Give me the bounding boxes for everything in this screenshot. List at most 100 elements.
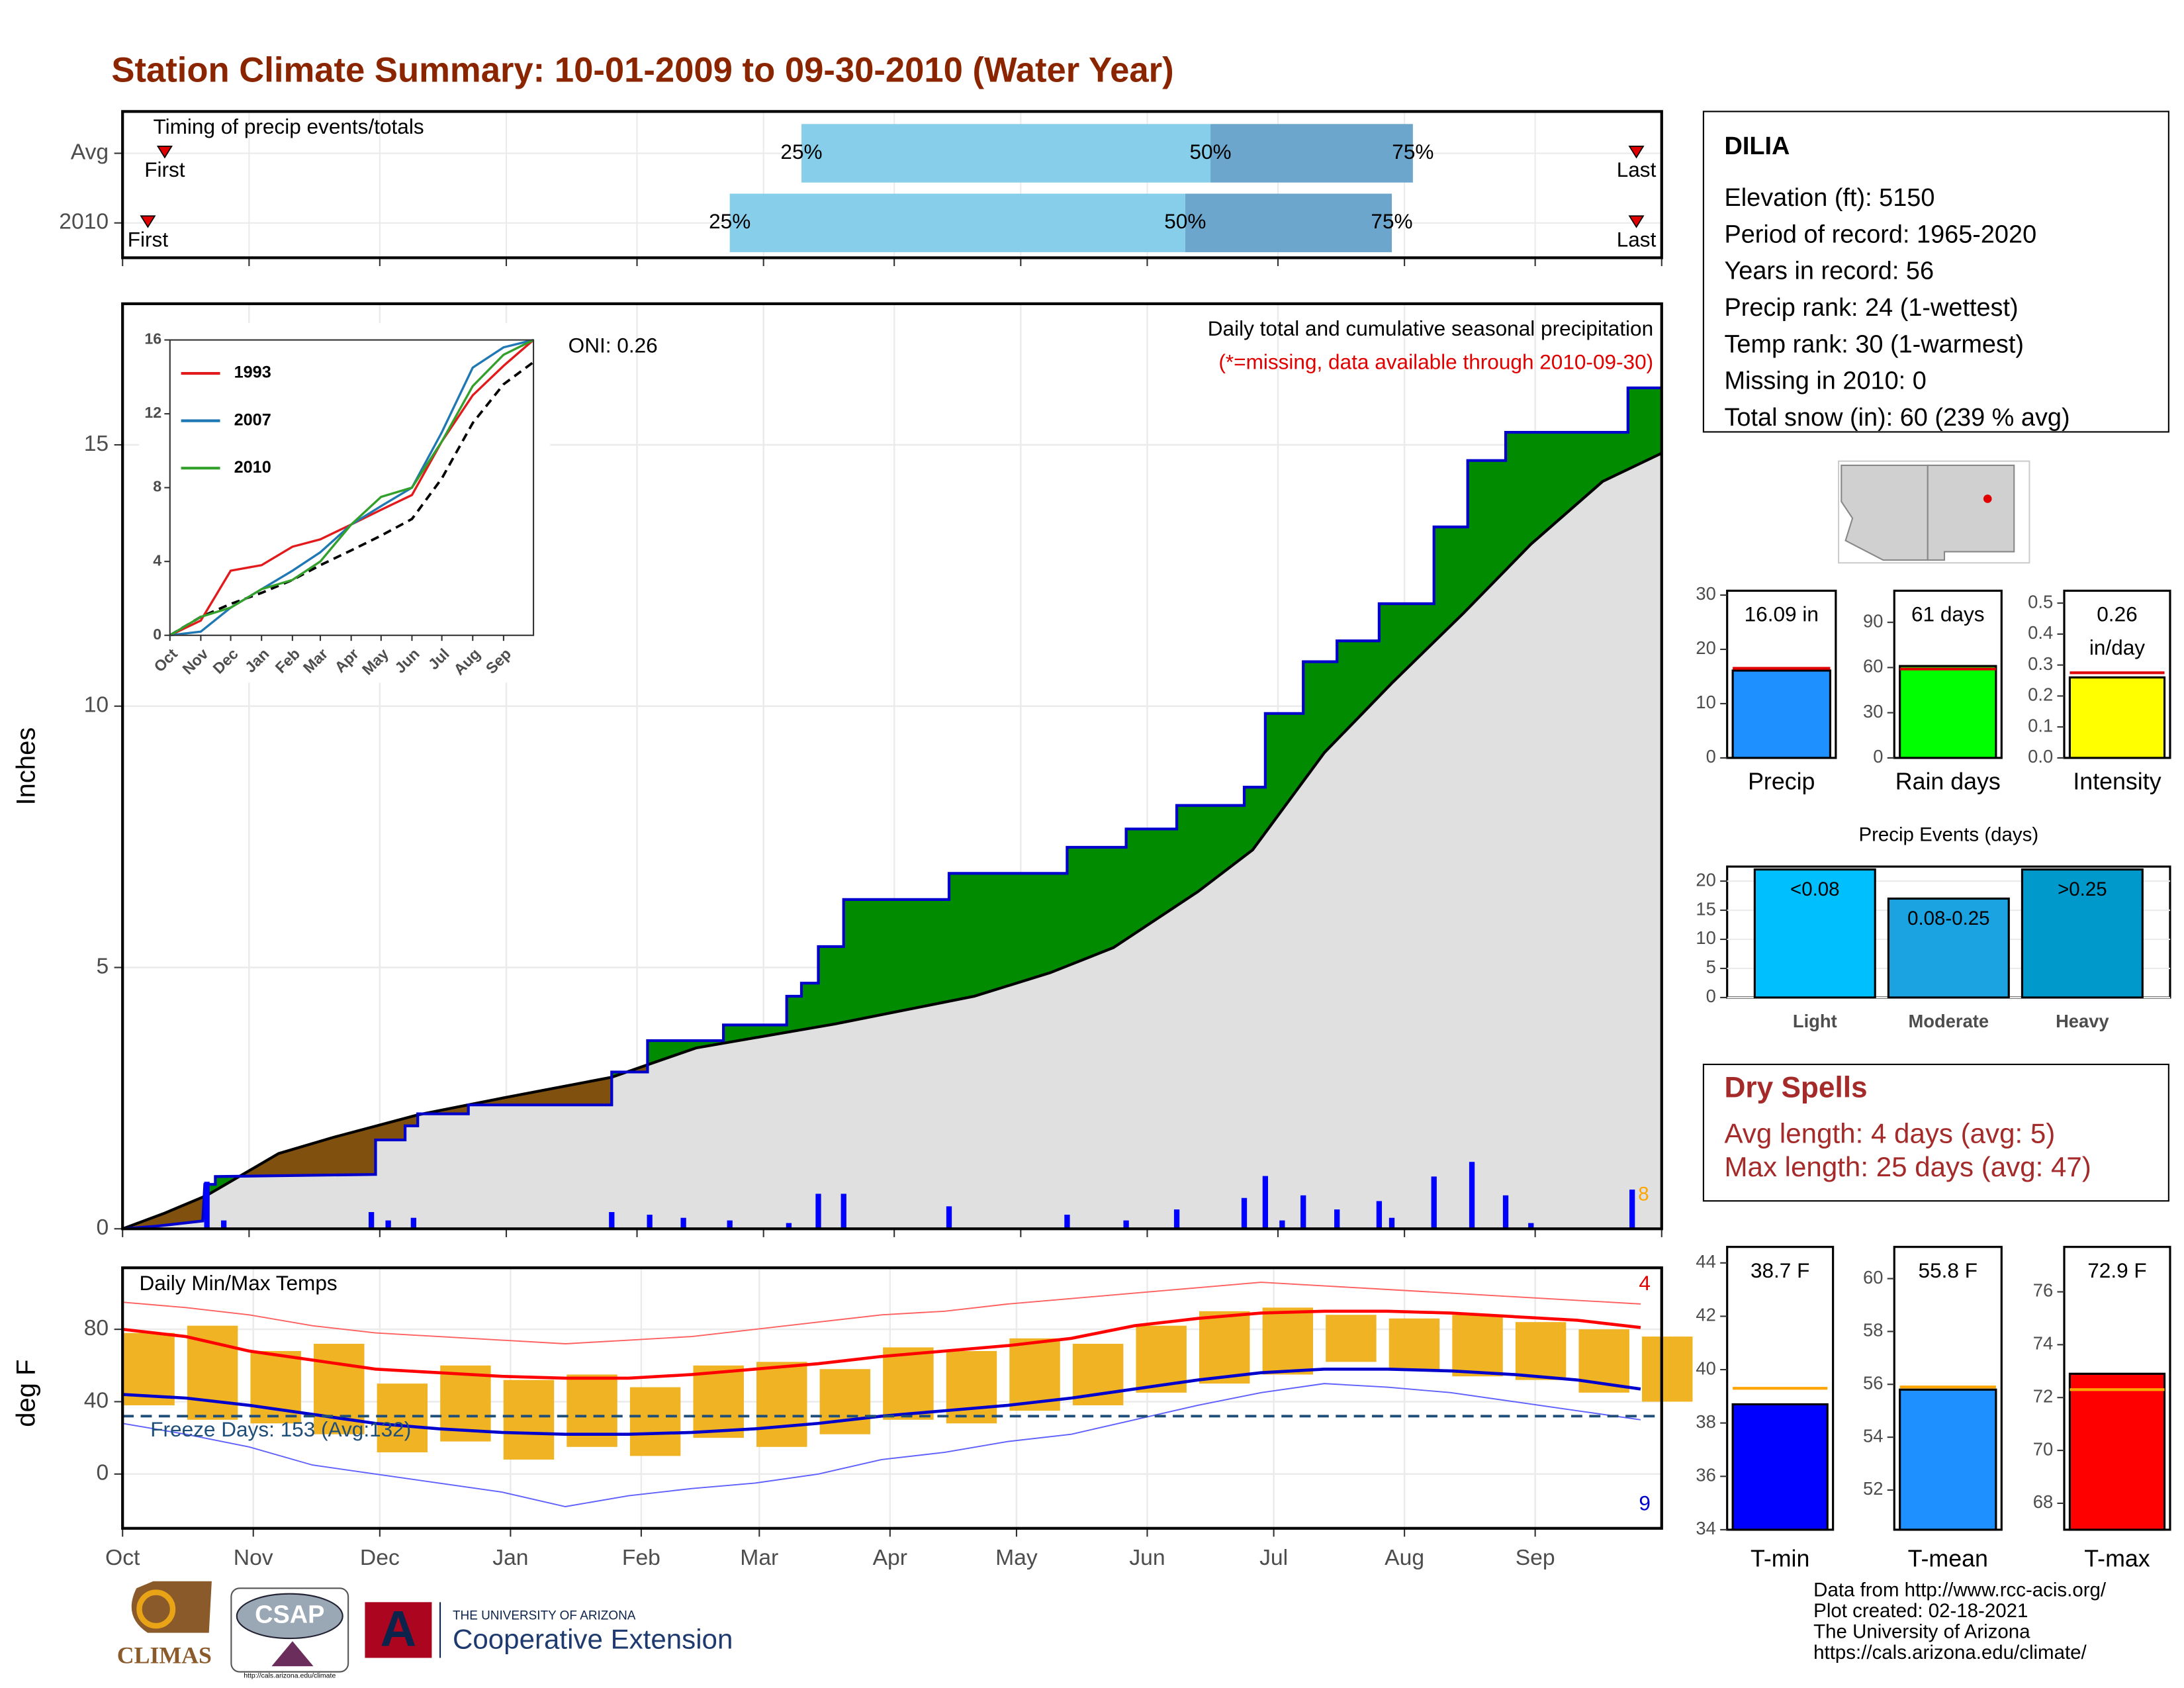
range-label: <0.08 <box>1790 878 1840 900</box>
y-tick-label: 5 <box>1706 957 1716 977</box>
daily-bar <box>1388 1217 1395 1229</box>
value-label: 72.9 F <box>2087 1258 2146 1282</box>
y-tick-label: 74 <box>2033 1333 2053 1354</box>
record-max-line <box>122 1282 1641 1344</box>
daily-range-bar <box>503 1380 555 1460</box>
y-tick-label: 0.3 <box>2028 653 2053 674</box>
climas-text: CLIMAS <box>117 1642 212 1669</box>
daily-bar <box>1376 1201 1383 1229</box>
daily-range-bar <box>1199 1311 1250 1384</box>
station-line: Precip rank: 24 (1-wettest) <box>1724 294 2018 322</box>
early-bar <box>801 124 1211 183</box>
daily-bar <box>1502 1195 1509 1229</box>
daily-range-bar <box>567 1374 617 1447</box>
panel-title: Precip Events (days) <box>1858 824 2038 846</box>
y-tick-label: 54 <box>1863 1425 1883 1446</box>
page-title: Station Climate Summary: 10-01-2009 to 0… <box>111 50 1173 89</box>
last-marker <box>1628 215 1645 228</box>
csap-mountain <box>271 1641 314 1667</box>
y-tick-label: 52 <box>1863 1478 1883 1499</box>
y-tick-label: 4 <box>153 551 161 569</box>
y-tick-label: 0.0 <box>2028 746 2053 767</box>
y-tick-label: 56 <box>1863 1372 1883 1393</box>
y-tick-label: 8 <box>153 478 161 495</box>
dry-spell-box <box>1702 1063 2169 1202</box>
credit-line: https://cals.arizona.edu/climate/ <box>1813 1642 2087 1664</box>
daily-bar <box>946 1206 952 1229</box>
y-tick-label: 10 <box>1696 692 1715 712</box>
record-min-line <box>122 1383 1641 1507</box>
bar <box>1899 665 1997 759</box>
category-label: T-max <box>2084 1546 2150 1572</box>
first-label: First <box>128 227 169 251</box>
category-label: Precip <box>1748 768 1815 794</box>
daily-bar <box>841 1194 846 1229</box>
y-tick-label: 60 <box>1863 1267 1883 1288</box>
category-label: Heavy <box>2056 1011 2109 1031</box>
station-line: Temp rank: 30 (1-warmest) <box>1724 330 2024 358</box>
y-tick-label: 36 <box>1696 1464 1715 1485</box>
daily-range-bar <box>1388 1318 1440 1370</box>
value-label: 61 days <box>1911 602 1985 626</box>
p75-label: 75% <box>1371 209 1412 233</box>
daily-bar <box>727 1220 733 1229</box>
csap-text: CSAP <box>255 1601 324 1628</box>
x-tick-label: Jul <box>1259 1546 1288 1570</box>
station-dot <box>1983 494 1992 503</box>
daily-range-bar <box>1642 1336 1693 1402</box>
bar <box>2068 676 2166 759</box>
daily-bar <box>1528 1223 1534 1229</box>
range-label: 0.08-0.25 <box>1907 908 1989 929</box>
y-tick-label: 10 <box>84 693 109 718</box>
y-tick-label: 40 <box>84 1388 109 1413</box>
csap-url: http://cals.arizona.edu/climate <box>244 1672 336 1680</box>
daily-bar <box>1431 1176 1437 1229</box>
y-axis-title: deg F <box>12 1360 41 1427</box>
last-marker <box>1628 146 1645 159</box>
value-label: 38.7 F <box>1751 1258 1809 1282</box>
daily-bar <box>204 1182 210 1229</box>
value-label: 0.26 in/day <box>2089 602 2145 660</box>
daily-bar <box>680 1217 686 1229</box>
y-tick-label: 42 <box>1696 1305 1715 1325</box>
station-name: DILIA <box>1724 132 1790 160</box>
y-tick-label: 0.1 <box>2028 715 2053 735</box>
daily-range-bar <box>1452 1315 1503 1377</box>
credit-line: Data from http://www.rcc-acis.org/ <box>1813 1579 2107 1601</box>
daily-bar <box>786 1223 792 1229</box>
ua-logo <box>365 1602 432 1658</box>
x-tick-label: Sep <box>1516 1546 1555 1570</box>
y-tick-label: 10 <box>1696 927 1715 948</box>
y-tick-label: 60 <box>1863 656 1883 677</box>
y-tick-label: 38 <box>1696 1411 1715 1432</box>
y-tick-label: 44 <box>1696 1251 1715 1272</box>
x-tick-label: Mar <box>740 1546 778 1570</box>
station-box <box>1702 111 2169 433</box>
y-tick-label: 0.2 <box>2028 684 2053 705</box>
daily-range-bar <box>1515 1322 1567 1380</box>
daily-range-bar <box>756 1362 807 1447</box>
daily-bar <box>1469 1162 1475 1229</box>
y-axis-title: Inches <box>12 727 41 806</box>
first-marker <box>156 146 173 159</box>
y-tick-label: 20 <box>1696 637 1715 658</box>
logos: CLIMAS CSAP http://cals.arizona.edu/clim… <box>117 1581 733 1680</box>
x-tick-label: Nov <box>234 1546 273 1570</box>
station-line: Years in record: 56 <box>1724 258 1934 285</box>
station-line: Total snow (in): 60 (239 % avg) <box>1724 404 2070 432</box>
category-label: Light <box>1793 1011 1837 1031</box>
plot-border <box>121 302 1663 1231</box>
daily-bar <box>410 1217 416 1229</box>
p25-label: 25% <box>709 209 751 233</box>
legend-label: 2007 <box>234 410 271 429</box>
map-new-mexico <box>1927 464 2015 561</box>
ua-letter: A <box>381 1601 417 1658</box>
late-bar <box>1210 124 1413 183</box>
daily-range-bar <box>629 1387 681 1456</box>
y-tick-label: 90 <box>1863 610 1883 631</box>
y-tick-label: 0 <box>153 626 161 643</box>
inset-bg <box>139 323 551 683</box>
p50-label: 50% <box>1189 140 1231 164</box>
plot-border <box>121 1266 1663 1530</box>
